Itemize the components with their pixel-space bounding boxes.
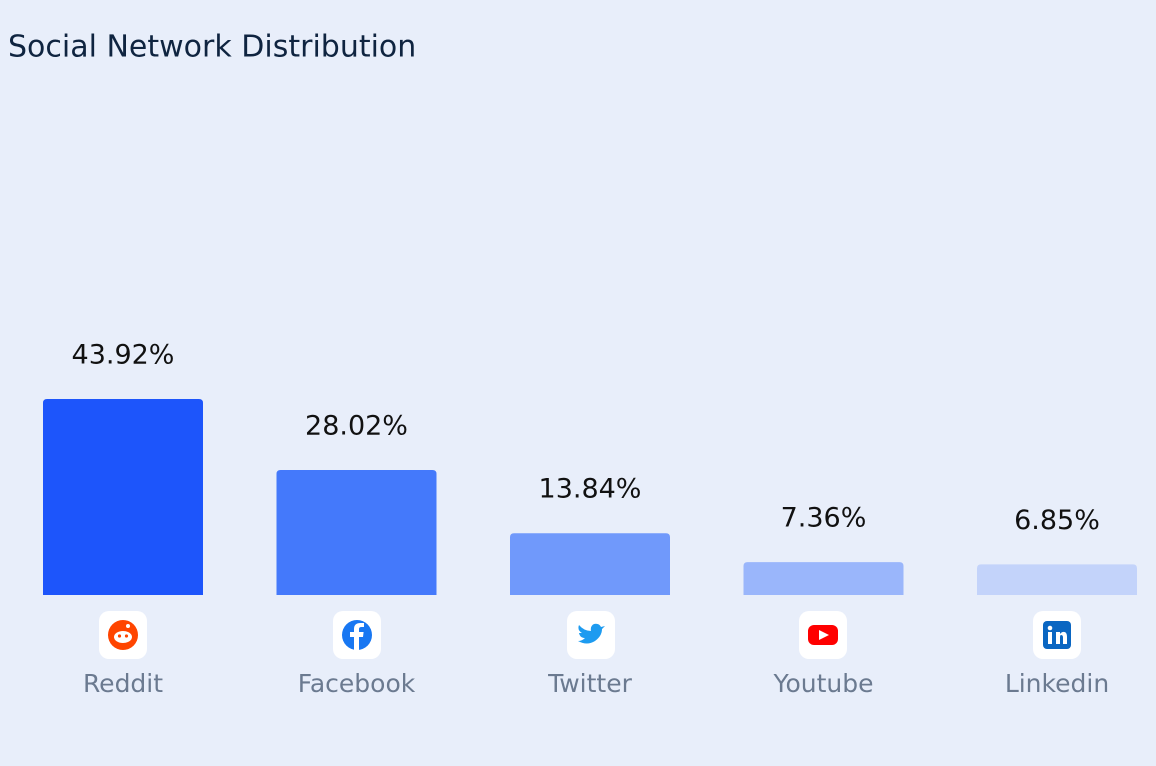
category-label: Twitter (547, 669, 633, 698)
twitter-icon (567, 611, 615, 659)
category-label: Facebook (298, 669, 416, 698)
value-label: 13.84% (539, 474, 642, 505)
category-label: Youtube (773, 669, 874, 698)
value-label: 6.85% (1014, 505, 1100, 536)
bar (510, 533, 670, 595)
category-label: Linkedin (1005, 669, 1109, 698)
reddit-icon (99, 611, 147, 659)
category-label: Reddit (83, 669, 163, 698)
icons (99, 611, 1081, 659)
bar (43, 399, 203, 595)
bar (276, 469, 437, 595)
youtube-icon (799, 611, 847, 659)
bar (743, 562, 904, 595)
value-label: 7.36% (781, 503, 867, 534)
bar (977, 564, 1137, 595)
value-label: 28.02% (305, 410, 408, 441)
chart-title: Social Network Distribution (8, 30, 416, 65)
facebook-icon (333, 611, 381, 659)
linkedin-icon (1033, 611, 1081, 659)
value-label: 43.92% (72, 340, 175, 371)
